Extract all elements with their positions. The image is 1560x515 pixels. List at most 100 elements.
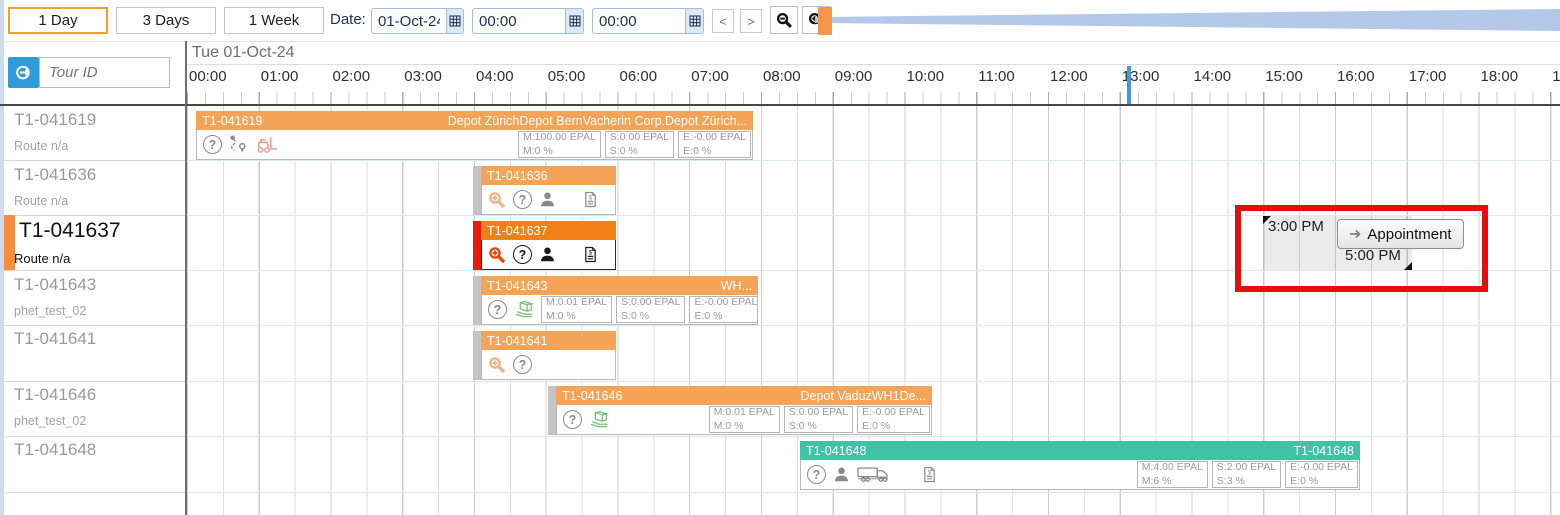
tour-bar-T1-041641[interactable]: T1-041641 (473, 331, 616, 380)
tick-strip (186, 92, 1560, 104)
tour-id-search-group (39, 57, 170, 88)
tour-bar-T1-041619[interactable]: T1-041619 Depot ZürichDepot BernVacherin… (196, 111, 753, 160)
bar-id: T1-041637 (487, 223, 548, 238)
hour-label: 16:00 (1337, 68, 1375, 85)
time-from-input[interactable] (473, 9, 566, 33)
tour-list-sidebar: T1-041619 Route n/a T1-041636 Route n/a … (0, 106, 185, 515)
view-3-days-button[interactable]: 3 Days (116, 7, 216, 34)
hour-label: 18:00 (1480, 68, 1519, 85)
bar-id: T1-041643 (487, 278, 548, 293)
hour-label: 06:00 (619, 68, 658, 85)
route-icon (229, 135, 248, 154)
appointment-start-time: 3:00 PM (1268, 218, 1324, 235)
hour-label: 07:00 (691, 68, 729, 85)
metric-box: M:100.00 EPAL M:0 % (518, 131, 601, 158)
hour-scale: 00:00 01:00 02:00 03:00 04:00 05:00 06:00 07:00… (186, 65, 1560, 92)
help-icon[interactable] (513, 355, 532, 374)
hour-label: 05:00 (547, 68, 586, 85)
help-icon[interactable] (513, 245, 532, 264)
driver-icon (539, 191, 556, 208)
zoom-slider-track[interactable] (815, 8, 1560, 32)
gantt-row-separator (186, 215, 1560, 216)
hour-label: 14:00 (1193, 68, 1232, 85)
metric-box: E:-0.00 EPAL E:0 % (1285, 461, 1358, 488)
zoom-slider-handle[interactable] (818, 7, 832, 35)
appointment-start-handle[interactable] (1263, 216, 1271, 224)
hour-label: 01:00 (260, 68, 299, 85)
sidebar-row-separator (0, 381, 185, 382)
hour-label: 17:00 (1408, 68, 1447, 85)
hour-label: 10:00 (906, 68, 945, 85)
zoom-plus-icon[interactable] (488, 246, 506, 264)
tour-bar-T1-041637-selected[interactable]: T1-041637 (473, 221, 616, 270)
gantt-area[interactable]: T1-041619 Depot ZürichDepot BernVacherin… (186, 106, 1560, 515)
time-picker-button-2[interactable] (685, 9, 703, 33)
bar-route: Depot VaduzWH1De... (800, 388, 926, 403)
hour-label: 00:00 (189, 68, 227, 85)
calendar-picker-button[interactable] (446, 9, 463, 33)
invoice-icon (922, 466, 937, 483)
gantt-row-separator (186, 381, 1560, 382)
tour-id-input[interactable] (40, 58, 169, 87)
help-icon[interactable] (488, 300, 507, 319)
prev-button[interactable]: < (712, 9, 734, 33)
date-input-group (371, 8, 464, 34)
bar-metrics: M:0.01 EPAL M:0 % S:0.00 EPAL S:0 % E:-0.0… (541, 295, 757, 324)
zoom-out-button[interactable] (770, 6, 798, 34)
bar-status-strip (473, 166, 481, 215)
bar-id: T1-041646 (562, 388, 623, 403)
metric-box: M:4.00 EPAL M:6 % (1136, 461, 1208, 488)
zoom-plus-icon[interactable] (488, 191, 506, 209)
zoom-plus-icon[interactable] (488, 356, 506, 374)
bar-status-strip (473, 331, 481, 380)
bar-status-strip (473, 221, 481, 270)
gantt-row-separator (186, 436, 1560, 437)
hour-label: 19:00 (1552, 68, 1560, 85)
pallet-icon (589, 411, 609, 428)
tour-bar-T1-041646[interactable]: T1-041646 Depot VaduzWH1De... M:0.01 EPA… (548, 386, 932, 435)
toolbar: 1 Day 3 Days 1 Week Date: < > (0, 0, 1560, 42)
invoice-icon (583, 191, 598, 208)
sidebar-row-separator (0, 270, 185, 271)
metric-box: M:0.01 EPAL M:0 % (541, 296, 613, 323)
bar-id: T1-041648 (806, 443, 867, 458)
bar-metrics: M:0.01 EPAL M:0 % S:0.00 EPAL S:0 % E:-0.0… (708, 405, 931, 434)
help-icon[interactable] (807, 465, 826, 484)
bar-id: T1-041636 (487, 168, 548, 183)
hour-label: 13:00 (1121, 68, 1160, 85)
sidebar-row-separator (0, 215, 185, 216)
help-icon[interactable] (513, 190, 532, 209)
sidebar-divider (185, 41, 187, 515)
window-edge-strip (0, 0, 4, 515)
tour-bar-T1-041636[interactable]: T1-041636 (473, 166, 616, 215)
magnifier-minus-icon (776, 12, 793, 29)
metric-box: E:-0.00 EPAL E:0 % (678, 131, 751, 158)
time-from-group (472, 8, 584, 34)
help-icon[interactable] (563, 410, 582, 429)
bar-status-strip (548, 386, 556, 435)
hour-label: 15:00 (1265, 68, 1303, 85)
metric-box: S:0.00 EPAL S:0 % (616, 296, 686, 323)
view-1-day-button[interactable]: 1 Day (8, 7, 108, 34)
date-input[interactable] (372, 9, 447, 33)
view-1-week-button[interactable]: 1 Week (224, 7, 324, 34)
metric-box: S:2.00 EPAL S:3 % (1211, 461, 1282, 488)
time-to-input[interactable] (593, 9, 686, 33)
appointment-end-handle[interactable] (1404, 262, 1412, 270)
gantt-row-separator (186, 270, 1560, 271)
next-button[interactable]: > (740, 9, 762, 33)
help-icon[interactable] (203, 135, 222, 154)
hour-label: 08:00 (763, 68, 801, 85)
tour-search-button[interactable] (8, 57, 39, 88)
bar-route: T1-041648 (1293, 443, 1354, 458)
appointment-button[interactable]: Appointment (1337, 219, 1464, 249)
gantt-row-separator (186, 160, 1560, 161)
bar-metrics: M:100.00 EPAL M:0 % S:0.00 EPAL S:0 % E:-0… (518, 130, 752, 159)
hour-label: 03:00 (404, 68, 442, 85)
sidebar-row-separator (0, 492, 185, 493)
timeline-header: Tue 01-Oct-24 00:00 01:00 02:00 03:00 04:00 0… (186, 41, 1560, 104)
time-picker-button[interactable] (565, 9, 583, 33)
